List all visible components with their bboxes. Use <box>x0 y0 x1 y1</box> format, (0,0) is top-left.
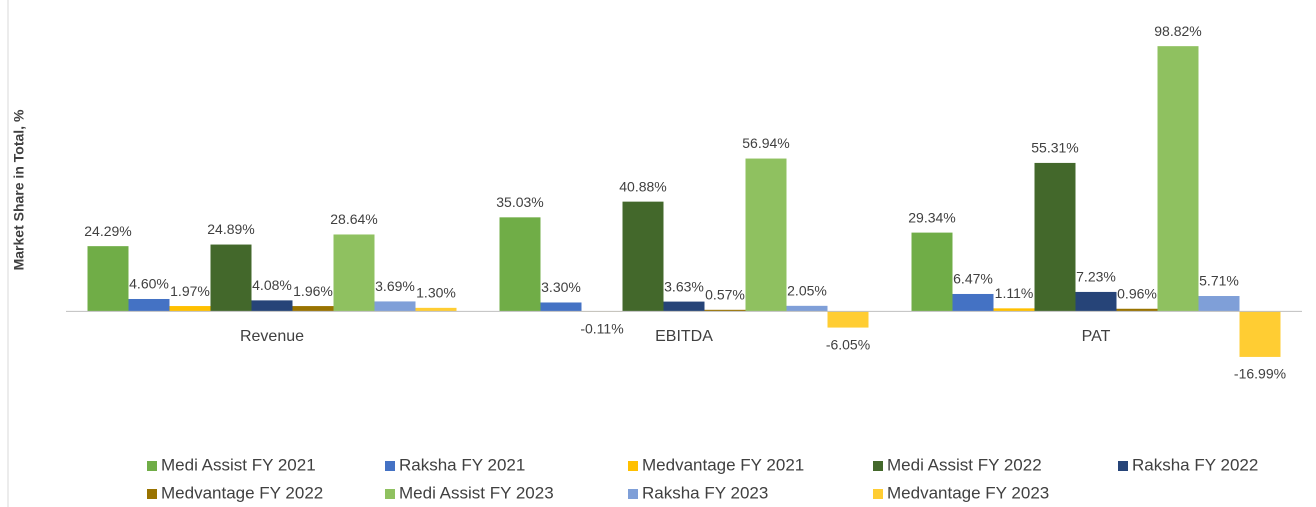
legend-label: Medi Assist FY 2021 <box>161 455 316 474</box>
data-label: 56.94% <box>742 135 789 151</box>
bar <box>1157 46 1199 312</box>
bar <box>622 201 664 312</box>
data-label: 0.96% <box>1117 285 1157 301</box>
data-label: 98.82% <box>1154 23 1201 39</box>
bar <box>1034 162 1076 312</box>
bar <box>333 234 375 312</box>
data-label: 28.64% <box>330 211 377 227</box>
bar <box>128 298 170 312</box>
legend-label: Medvantage FY 2022 <box>161 483 323 502</box>
bar <box>292 306 334 312</box>
data-label: -16.99% <box>1234 366 1286 382</box>
data-label: 55.31% <box>1031 140 1078 156</box>
data-label: 2.05% <box>787 283 827 299</box>
legend-swatch <box>628 461 638 471</box>
data-label: 40.88% <box>619 178 666 194</box>
bar <box>1075 291 1117 312</box>
bar <box>251 300 293 312</box>
data-label: 5.71% <box>1199 273 1239 289</box>
bar <box>374 301 416 312</box>
legend-swatch <box>1118 461 1128 471</box>
legend-label: Raksha FY 2022 <box>1132 455 1258 474</box>
data-label: 1.97% <box>170 283 210 299</box>
data-label: 7.23% <box>1076 269 1116 285</box>
legend-swatch <box>385 489 395 499</box>
bar <box>540 302 582 312</box>
data-label: 0.57% <box>705 287 745 303</box>
data-label: 6.47% <box>953 271 993 287</box>
legend-label: Raksha FY 2021 <box>399 455 525 474</box>
x-tick-label: PAT <box>1082 328 1111 345</box>
legend-swatch <box>147 461 157 471</box>
y-axis-title: Market Share in Total, % <box>11 109 27 270</box>
bar <box>1239 311 1281 357</box>
data-label: -0.11% <box>580 320 623 336</box>
data-label: 1.30% <box>416 285 456 301</box>
bar <box>499 217 541 312</box>
legend-swatch <box>147 489 157 499</box>
x-tick-label: Revenue <box>240 328 304 345</box>
bar <box>745 158 787 312</box>
data-label: 35.03% <box>496 194 543 210</box>
data-label: 1.96% <box>293 283 333 299</box>
data-label: 4.08% <box>252 277 292 293</box>
data-label: -6.05% <box>826 336 870 352</box>
bar <box>169 306 211 312</box>
bar <box>993 308 1035 312</box>
bar <box>87 246 129 312</box>
data-label: 24.89% <box>207 221 254 237</box>
legend-swatch <box>873 489 883 499</box>
legend-label: Medvantage FY 2023 <box>887 483 1049 502</box>
legend-swatch <box>385 461 395 471</box>
data-label: 3.63% <box>664 278 704 294</box>
legend-swatch <box>628 489 638 499</box>
bar <box>827 311 869 328</box>
legend-swatch <box>873 461 883 471</box>
data-label: 24.29% <box>84 223 131 239</box>
data-label: 4.60% <box>129 276 169 292</box>
data-label: 29.34% <box>908 209 955 225</box>
legend-label: Medvantage FY 2021 <box>642 455 804 474</box>
bar <box>911 232 953 312</box>
bar <box>415 307 457 312</box>
bar <box>210 244 252 312</box>
data-label: 3.69% <box>375 278 415 294</box>
bar <box>704 309 746 312</box>
bar <box>952 293 994 312</box>
bar <box>663 301 705 312</box>
data-label: 3.30% <box>541 279 581 295</box>
legend-label: Medi Assist FY 2022 <box>887 455 1042 474</box>
bar <box>1116 308 1158 312</box>
x-tick-label: EBITDA <box>655 328 713 345</box>
bar <box>786 305 828 312</box>
legend-label: Medi Assist FY 2023 <box>399 483 554 502</box>
bar <box>1198 296 1240 312</box>
data-label: 1.11% <box>995 285 1034 301</box>
legend-label: Raksha FY 2023 <box>642 483 768 502</box>
